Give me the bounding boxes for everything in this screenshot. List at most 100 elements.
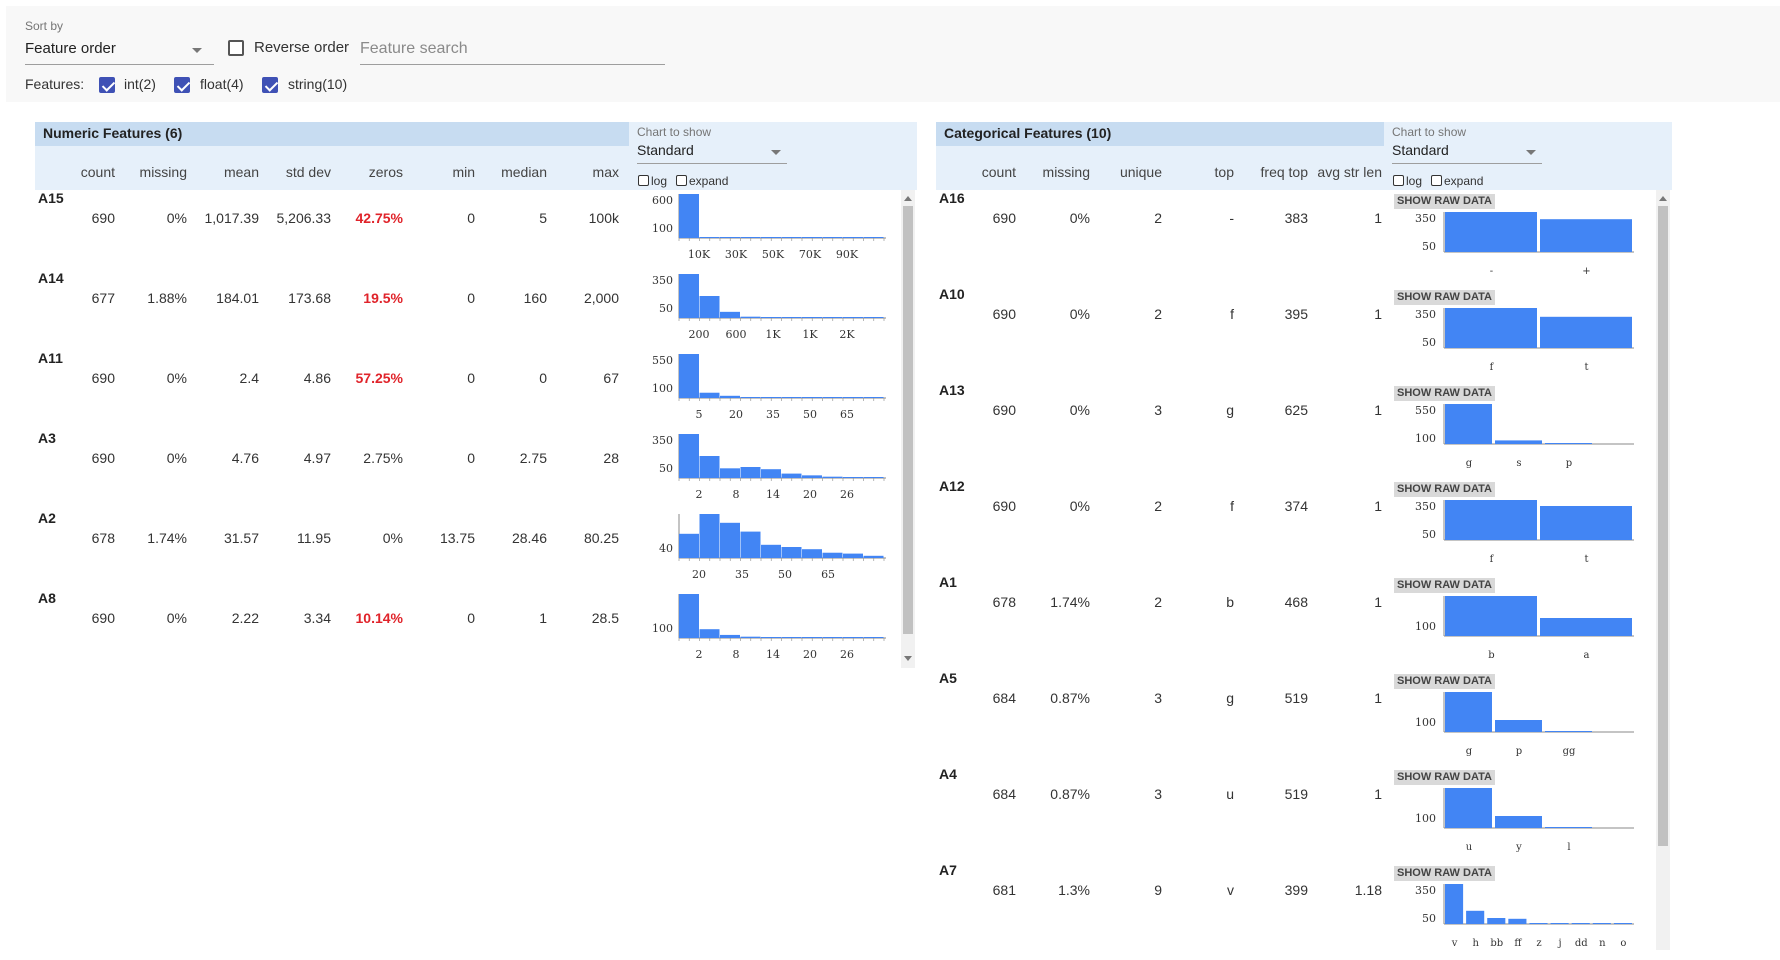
bar-chart: 350 50 v h bb ff z j dd n o <box>1415 884 1634 949</box>
categorical-scrollbar[interactable] <box>1656 190 1670 950</box>
show-raw-data-button[interactable]: SHOW RAW DATA <box>1394 578 1495 593</box>
col-max[interactable]: max <box>592 164 619 180</box>
y-tick-label: 100 <box>1415 620 1436 633</box>
show-raw-data-button[interactable]: SHOW RAW DATA <box>1394 290 1495 305</box>
cell-median: 160 <box>523 290 547 306</box>
categorical-expand-checkbox[interactable] <box>1431 175 1442 186</box>
numeric-expand-checkbox[interactable] <box>676 175 687 186</box>
show-raw-data-button[interactable]: SHOW RAW DATA <box>1394 386 1495 401</box>
numeric-chart-select[interactable]: Standard <box>637 142 787 164</box>
histogram-bar <box>699 296 720 318</box>
numeric-chart-to-show-label: Chart to show <box>637 125 712 139</box>
histogram-bar <box>740 636 761 638</box>
cell-avg: 1 <box>1374 210 1382 226</box>
histogram-bar <box>720 522 740 558</box>
cell-missing: 1.74% <box>1050 594 1090 610</box>
cell-top: f <box>1230 306 1234 322</box>
cell-count: 690 <box>91 210 115 226</box>
bar-chart: 350 50 f t <box>1415 308 1634 373</box>
categorical-log-checkbox[interactable] <box>1393 175 1404 186</box>
histogram-bar <box>761 637 781 638</box>
cell-missing: 0% <box>166 450 187 466</box>
numeric-scrollbar[interactable] <box>901 190 915 668</box>
histogram-bar <box>720 634 740 638</box>
col-count[interactable]: count <box>981 164 1016 180</box>
cell-freq: 519 <box>1284 690 1308 706</box>
feature-search-field[interactable] <box>360 36 665 65</box>
feature-type-string-checkbox[interactable] <box>262 77 278 93</box>
cell-max: 28 <box>603 450 619 466</box>
category-label: f <box>1490 554 1495 565</box>
category-bar <box>1445 500 1537 540</box>
histogram-chart: 600 100 10K 30K 50K 70K 90K <box>652 194 886 261</box>
numeric-log-checkbox[interactable] <box>638 175 649 186</box>
feature-name: A12 <box>939 478 965 494</box>
x-tick-label: 1K <box>765 328 781 341</box>
cell-missing: 0% <box>1069 306 1090 322</box>
x-tick-label: 2K <box>839 328 855 341</box>
show-raw-data-button[interactable]: SHOW RAW DATA <box>1394 482 1495 497</box>
category-label: t <box>1584 554 1588 565</box>
sort-select[interactable]: Feature order <box>25 36 214 65</box>
categorical-chart-select[interactable]: Standard <box>1392 142 1542 164</box>
categorical-scroll-thumb[interactable] <box>1658 206 1668 846</box>
col-missing[interactable]: missing <box>1042 164 1090 180</box>
cell-mean: 184.01 <box>216 290 259 306</box>
category-label: ff <box>1514 938 1522 949</box>
show-raw-data-button[interactable]: SHOW RAW DATA <box>1394 674 1495 689</box>
cell-top: g <box>1226 402 1234 418</box>
col-zeros[interactable]: zeros <box>368 164 403 180</box>
category-label: l <box>1567 842 1570 853</box>
col-std-dev[interactable]: std dev <box>285 164 331 180</box>
category-label: gg <box>1563 746 1576 757</box>
cell-missing: 0.87% <box>1050 690 1090 706</box>
cell-count: 684 <box>992 786 1016 802</box>
histogram-bar <box>843 553 863 558</box>
cell-std: 173.68 <box>288 290 331 306</box>
reverse-order-checkbox[interactable] <box>228 40 244 56</box>
chevron-down-icon <box>1526 150 1536 155</box>
histogram-bar <box>740 237 761 238</box>
categorical-expand-label: expand <box>1444 174 1484 188</box>
y-tick-label: 50 <box>659 462 673 475</box>
feature-name: A2 <box>38 510 56 526</box>
cell-mean: 4.76 <box>231 450 259 466</box>
numeric-title: Numeric Features (6) <box>35 122 629 146</box>
x-tick-label: 26 <box>840 648 854 661</box>
show-raw-data-button[interactable]: SHOW RAW DATA <box>1394 194 1495 209</box>
category-bar <box>1592 923 1611 924</box>
col-unique[interactable]: unique <box>1119 164 1162 180</box>
col-median[interactable]: median <box>501 164 547 180</box>
category-label: a <box>1584 650 1590 661</box>
feature-type-int-checkbox[interactable] <box>99 77 115 93</box>
histogram-bar <box>781 397 802 398</box>
scroll-up-icon[interactable] <box>1659 196 1667 201</box>
scroll-up-icon[interactable] <box>904 196 912 201</box>
histogram-bar <box>679 594 699 638</box>
histogram-bar <box>863 237 884 238</box>
show-raw-data-button[interactable]: SHOW RAW DATA <box>1394 770 1495 785</box>
y-tick-label: 350 <box>652 434 673 447</box>
feature-type-float-checkbox[interactable] <box>174 77 190 93</box>
col-avg-str-len[interactable]: avg str len <box>1317 164 1382 180</box>
histogram-bar <box>781 473 802 478</box>
col-min[interactable]: min <box>452 164 475 180</box>
col-missing[interactable]: missing <box>139 164 187 180</box>
cell-avg: 1 <box>1374 786 1382 802</box>
feature-search-input[interactable] <box>360 36 660 58</box>
x-tick-label: 2 <box>696 648 703 661</box>
col-count[interactable]: count <box>80 164 115 180</box>
y-tick-label: 100 <box>1415 716 1436 729</box>
histogram-bar <box>679 354 699 398</box>
scroll-down-icon[interactable] <box>904 656 912 661</box>
show-raw-data-button[interactable]: SHOW RAW DATA <box>1394 866 1495 881</box>
col-top[interactable]: top <box>1214 164 1234 180</box>
category-bar <box>1445 596 1537 636</box>
numeric-scroll-thumb[interactable] <box>903 206 913 634</box>
col-freq-top[interactable]: freq top <box>1260 164 1308 180</box>
x-tick-label: 20 <box>803 488 817 501</box>
histogram-bar <box>843 237 863 238</box>
col-mean[interactable]: mean <box>223 164 259 180</box>
cell-missing: 1.88% <box>147 290 187 306</box>
cell-count: 690 <box>91 370 115 386</box>
